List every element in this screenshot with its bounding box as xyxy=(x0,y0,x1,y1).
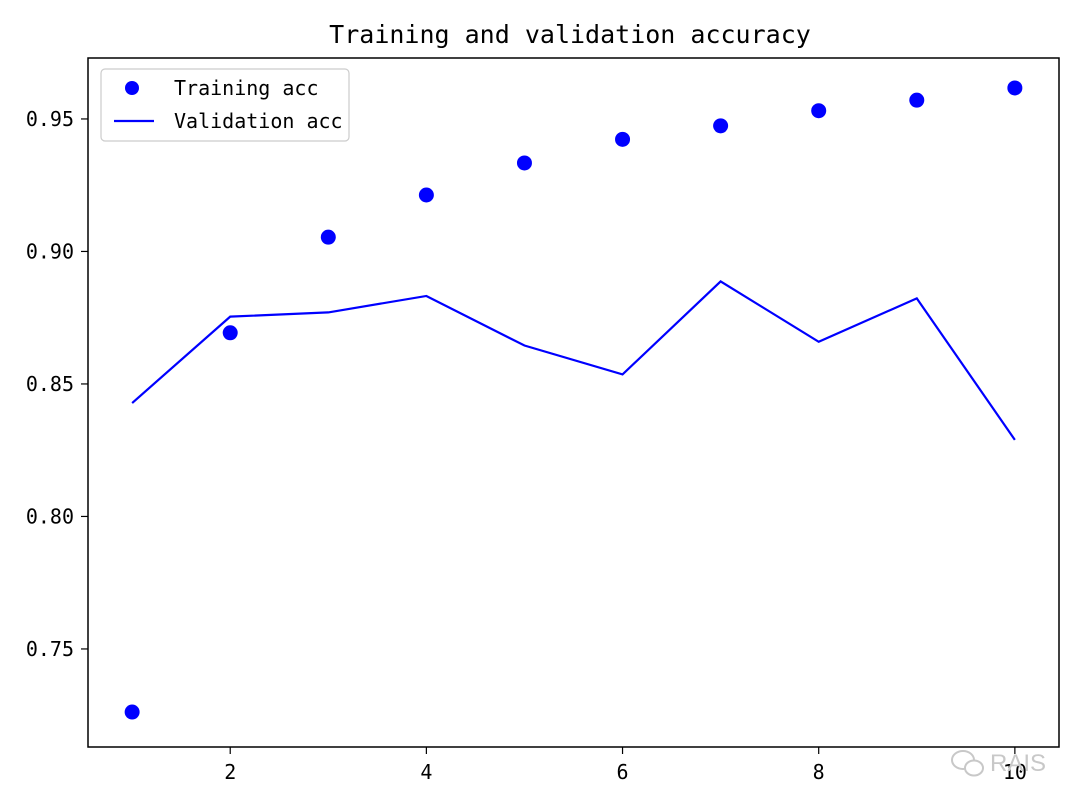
wechat-icon xyxy=(951,750,984,777)
point-training-acc xyxy=(1007,80,1023,96)
point-training-acc xyxy=(909,92,925,108)
x-tick-label: 8 xyxy=(813,760,825,784)
y-tick-label: 0.80 xyxy=(26,504,74,528)
point-training-acc xyxy=(320,229,336,245)
legend: Training acc Validation acc xyxy=(100,68,350,142)
x-tick-label: 2 xyxy=(224,760,236,784)
y-tick-label: 0.85 xyxy=(26,372,74,396)
x-axis: 2 4 6 8 10 xyxy=(224,747,1027,784)
legend-label-training: Training acc xyxy=(174,76,319,100)
legend-box xyxy=(100,68,350,142)
point-training-acc xyxy=(713,118,729,134)
point-training-acc xyxy=(811,103,827,119)
x-tick-label: 6 xyxy=(617,760,629,784)
y-tick-label: 0.90 xyxy=(26,239,74,263)
y-axis: 0.75 0.80 0.85 0.90 0.95 xyxy=(26,107,88,661)
point-training-acc xyxy=(615,131,631,147)
y-tick-label: 0.75 xyxy=(26,637,74,661)
x-tick-label: 10 xyxy=(1003,760,1027,784)
chart-title: Training and validation accuracy xyxy=(329,20,811,49)
watermark: RAIS xyxy=(951,750,1046,777)
watermark-text: RAIS xyxy=(990,750,1046,777)
legend-label-validation: Validation acc xyxy=(174,109,343,133)
axes-frame xyxy=(87,57,1060,748)
series-line-validation-acc xyxy=(131,280,1016,441)
y-tick-label: 0.95 xyxy=(26,107,74,131)
point-training-acc xyxy=(124,704,140,720)
legend-marker-training xyxy=(125,81,139,95)
x-tick-label: 4 xyxy=(420,760,432,784)
point-training-acc xyxy=(516,155,532,171)
point-training-acc xyxy=(222,325,238,341)
point-training-acc xyxy=(418,187,434,203)
plot-area: 2 4 6 8 10 0.75 0.80 0.85 0.90 0.95 xyxy=(26,57,1060,784)
series-layer xyxy=(124,80,1023,720)
